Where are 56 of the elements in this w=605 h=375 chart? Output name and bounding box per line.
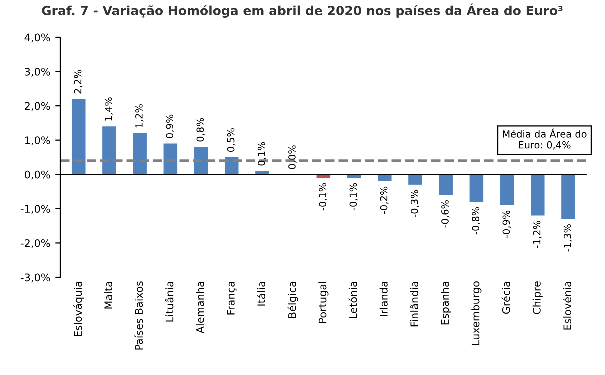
x-tick-label: Bélgica	[288, 282, 298, 318]
y-tick-label: -3,0%	[21, 274, 50, 283]
data-label: -0,1%	[319, 183, 328, 211]
y-tick-label: 4,0%	[24, 34, 50, 43]
x-tick-label: Itália	[257, 282, 266, 306]
bar	[531, 174, 545, 216]
bar	[470, 174, 484, 202]
x-tick-label: Malta	[104, 282, 112, 309]
bar	[194, 147, 208, 175]
data-label: -0,1%	[350, 183, 358, 211]
x-tick-label: Lituânia	[165, 282, 174, 322]
data-label: -0,9%	[502, 210, 512, 238]
x-tick-label: Luxemburgo	[472, 282, 482, 345]
bar	[562, 174, 576, 220]
x-tick-label: Alemanha	[196, 282, 204, 334]
bar	[408, 174, 422, 185]
chart-title: Graf. 7 - Variação Homóloga em abril de 2020 nos países da Área do Euro³	[42, 4, 563, 18]
x-tick-label: Portugal	[318, 282, 329, 324]
data-label: 1,2%	[136, 104, 144, 128]
data-label: 2,2%	[74, 70, 83, 94]
y-tick-label: 0,0%	[25, 170, 50, 180]
y-tick-label: 3,0%	[25, 68, 50, 77]
ref-line-label: Média da Área do Euro: 0,4%	[503, 128, 587, 150]
bar	[164, 144, 178, 175]
data-label: -0,8%	[472, 207, 480, 235]
x-tick-label: Letónia	[348, 282, 358, 318]
bar	[72, 99, 86, 175]
data-label: 0,5%	[227, 128, 236, 152]
x-tick-label: França	[227, 282, 237, 315]
data-label: -1,2%	[533, 221, 542, 248]
data-label: 1,4%	[104, 98, 114, 121]
data-label: -0,6%	[442, 200, 450, 228]
data-label: 0,8%	[196, 118, 206, 142]
x-tick-label: Irlanda	[380, 282, 388, 316]
x-tick-label: Grécia	[502, 282, 510, 314]
data-label: -0,3%	[410, 190, 420, 218]
data-label: 0,0%	[288, 146, 297, 170]
x-tick-label: Finlândia	[410, 282, 419, 327]
x-tick-label: Eslováquia	[74, 282, 84, 336]
y-tick-label: -1,0%	[21, 205, 50, 214]
bar	[378, 174, 392, 182]
x-tick-label: Países Baixos	[134, 282, 144, 350]
data-label: -1,3%	[564, 224, 572, 252]
y-tick-label: 2,0%	[25, 102, 50, 112]
y-tick-label: 1,0%	[25, 136, 50, 146]
data-label: 0,1%	[258, 142, 266, 166]
bar	[439, 174, 453, 196]
x-tick-label: Chipre	[532, 282, 543, 314]
bar	[133, 134, 147, 175]
y-tick-label: -2,0%	[21, 239, 50, 248]
bar	[102, 126, 116, 175]
x-tick-label: Espanha	[441, 282, 452, 325]
data-label: 0,9%	[166, 114, 174, 138]
data-label: -0,2%	[380, 186, 389, 214]
x-tick-label: Eslovénia	[563, 282, 572, 330]
bar	[500, 174, 514, 206]
